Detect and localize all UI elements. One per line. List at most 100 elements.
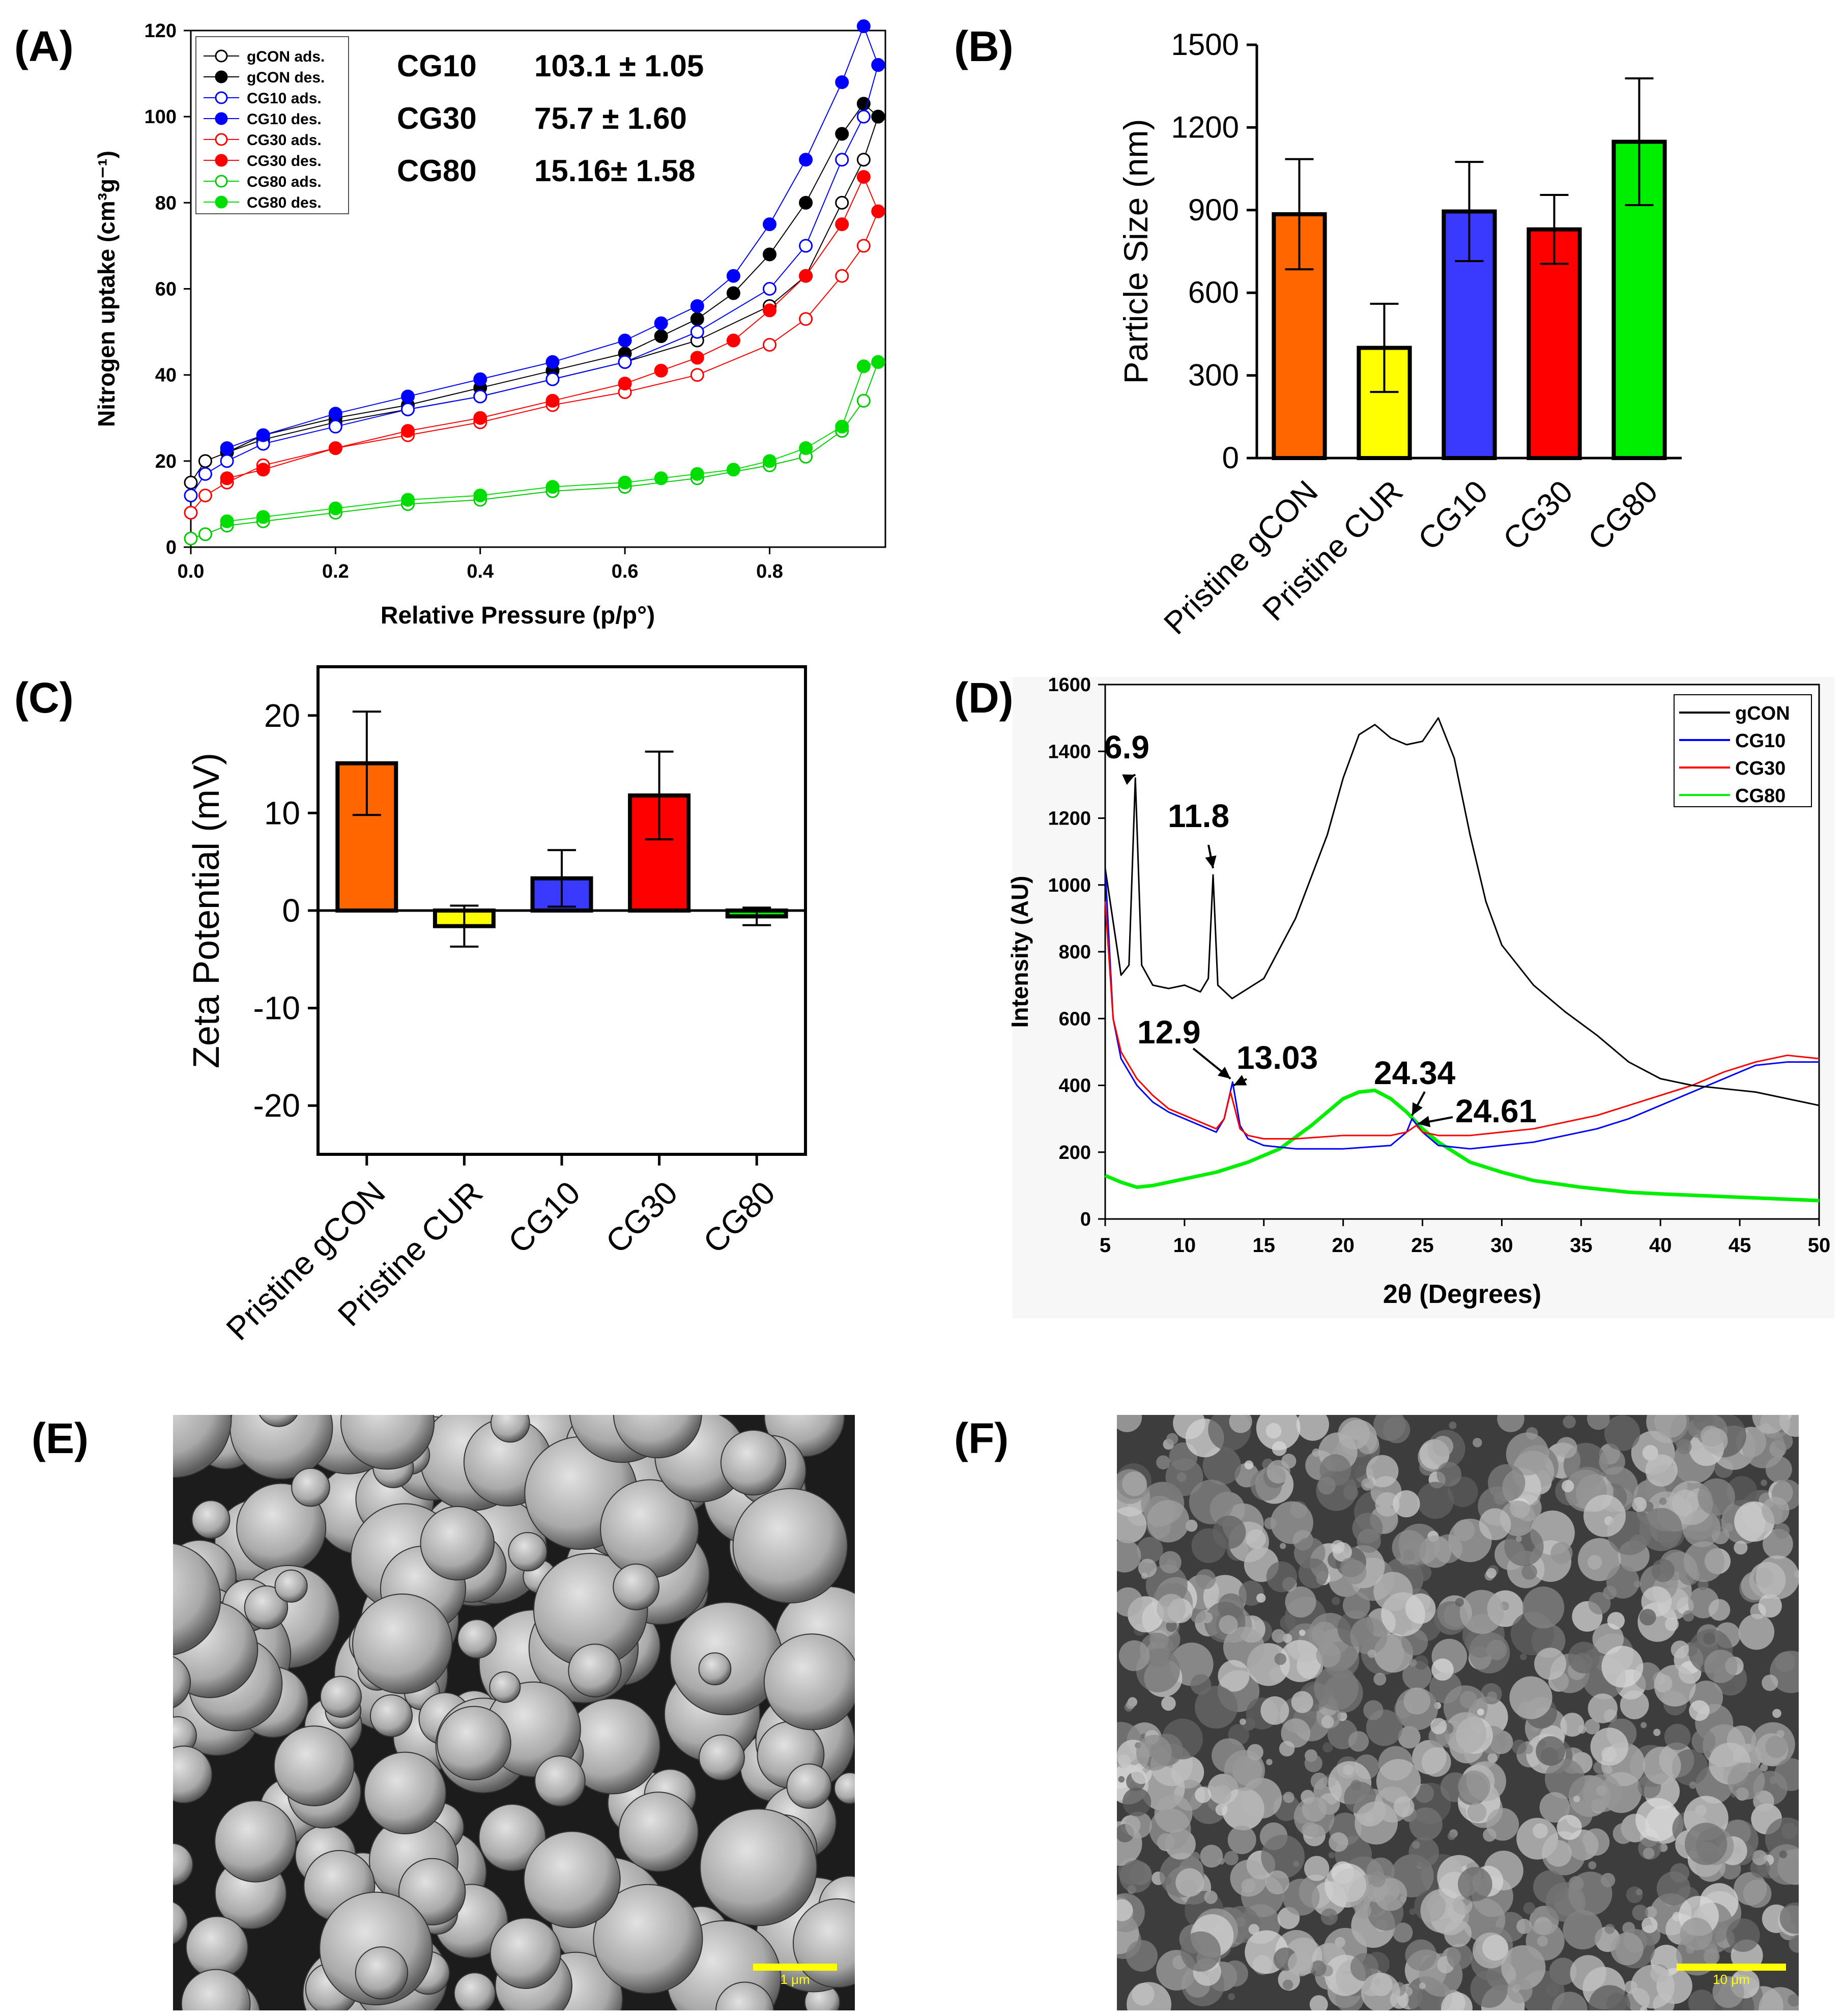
microsphere [763, 1633, 855, 1730]
aggregate-particle [1363, 1700, 1384, 1720]
aggregate-particle [1470, 1970, 1508, 2008]
aggregate-particle [1166, 1433, 1178, 1445]
aggregate-particle [1568, 1641, 1600, 1674]
aggregate-particle [1405, 1939, 1437, 1971]
aggregate-particle [1452, 1895, 1473, 1915]
y-tick-label: 10 [264, 794, 300, 831]
aggregate-particle [1545, 1983, 1559, 1997]
aggregate-particle [1522, 1586, 1565, 1629]
aggregate-particle [1373, 1572, 1413, 1611]
aggregate-particle [1588, 1592, 1611, 1614]
data-point [618, 475, 632, 490]
aggregate-particle [1486, 1568, 1497, 1578]
aggregate-particle [1266, 1561, 1298, 1593]
data-point [763, 217, 776, 232]
data-point [473, 489, 487, 502]
data-point [401, 402, 415, 416]
data-point [690, 312, 704, 326]
data-point [690, 299, 704, 313]
data-point [328, 419, 342, 434]
microsphere [173, 1842, 193, 1886]
legend-marker [215, 133, 228, 146]
legend: gCON CG10 CG30 CG80 [1674, 694, 1812, 807]
aggregate-particle [1632, 1497, 1647, 1512]
peak-label: 24.61 [1455, 1093, 1537, 1129]
aggregate-particle [1190, 1607, 1206, 1624]
data-point [473, 411, 487, 425]
aggregate-particle [1620, 1690, 1649, 1719]
aggregate-particle [1635, 1798, 1679, 1841]
aggregate-particle [1357, 1528, 1381, 1553]
panel-label-c: (C) [14, 674, 74, 722]
aggregate-particle [1248, 1924, 1259, 1935]
aggregate-particle [1573, 1796, 1580, 1803]
aggregate-particle [1606, 1565, 1639, 1599]
legend-label: CG80 des. [247, 194, 322, 211]
x-tick-label: 0.4 [467, 561, 494, 582]
aggregate-particle [1583, 1774, 1622, 1812]
aggregate-particle [1118, 1640, 1150, 1671]
aggregate-particle [1486, 1639, 1507, 1660]
aggregate-particle [1285, 1586, 1316, 1618]
aggregate-particle [1643, 1847, 1655, 1859]
x-axis-label: 2θ (Degrees) [1383, 1280, 1541, 1309]
aggregate-particle [1189, 1480, 1234, 1524]
aggregate-particle [1453, 1442, 1460, 1449]
y-tick-label: 1400 [1048, 741, 1091, 762]
microsphere [258, 1415, 298, 1427]
aggregate-particle [1520, 1653, 1527, 1661]
microsphere [786, 1763, 832, 1809]
aggregate-particle [1138, 1558, 1157, 1578]
aggregate-particle [1219, 1615, 1238, 1634]
aggregate-particle [1310, 1960, 1327, 1977]
microsphere [173, 1901, 188, 1945]
aggregate-particle [1328, 1852, 1335, 1859]
aggregate-particle [1588, 1861, 1597, 1869]
y-tick-label: -10 [253, 990, 301, 1027]
aggregate-particle [1632, 1905, 1648, 1921]
data-point [198, 454, 212, 468]
series-line [226, 176, 879, 479]
aggregate-particle [1127, 1982, 1171, 2010]
aggregate-particle [1260, 1696, 1289, 1725]
y-tick-label: 1000 [1048, 875, 1091, 896]
legend-label: CG80 [1735, 785, 1786, 807]
peak-arrowhead [1233, 1075, 1247, 1086]
x-category-label: CG30 [1496, 474, 1579, 557]
microsphere [181, 1969, 251, 2010]
aggregate-particle [1147, 1500, 1190, 1543]
aggregate-particle [1117, 1899, 1133, 1921]
aggregate-particle [1393, 1490, 1420, 1518]
aggregate-particle [1126, 1940, 1158, 1972]
aggregate-particle [1676, 1439, 1692, 1455]
aggregate-particle [1772, 1709, 1781, 1718]
aggregate-particle [1409, 1807, 1443, 1841]
annotation-sample: CG10 [397, 49, 477, 83]
x-category-label: CG10 [1412, 474, 1494, 557]
y-tick-label: 200 [1059, 1142, 1091, 1163]
legend-label: gCON des. [247, 69, 325, 86]
aggregate-particle [1742, 1425, 1785, 1468]
aggregate-particle [1218, 1660, 1250, 1692]
aggregate-particle [1759, 1987, 1799, 2010]
x-tick-label: 40 [1649, 1234, 1672, 1257]
aggregate-particle [1246, 1529, 1266, 1549]
data-point [473, 389, 487, 404]
annotation-value: 15.16± 1.58 [534, 154, 696, 188]
aggregate-particle [1419, 1982, 1426, 1990]
y-axis-label: Zeta Potential (mV) [186, 753, 227, 1068]
aggregate-particle [1398, 1726, 1421, 1749]
aggregate-particle [1689, 1781, 1697, 1789]
data-point [856, 239, 871, 253]
aggregate-particle [1213, 1515, 1246, 1549]
aggregate-particle [1458, 1867, 1492, 1901]
data-point [654, 471, 668, 486]
microsphere [364, 1751, 447, 1835]
aggregate-particle [1592, 1623, 1624, 1655]
aggregate-particle [1200, 1844, 1223, 1868]
series-line [1104, 901, 1820, 1140]
aggregate-particle [1758, 1594, 1782, 1618]
aggregate-particle [1769, 1776, 1777, 1784]
aggregate-particle [1316, 1642, 1341, 1667]
sem-microspheres [173, 1415, 855, 2010]
